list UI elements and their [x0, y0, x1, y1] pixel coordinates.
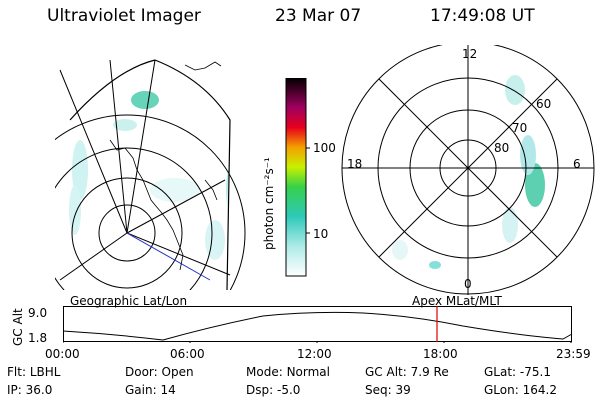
info-gain: Gain: 14: [125, 383, 176, 397]
timeline-xtick-1800: 18:00: [423, 347, 458, 361]
info-door: Door: Open: [125, 365, 194, 379]
timeline-xtick-0000: 00:00: [45, 347, 80, 361]
info-filter: Flt: LBHL: [7, 365, 61, 379]
timeline-ytick-top: 9.0: [28, 306, 48, 320]
timeline-xtick-0600: 06:00: [170, 347, 205, 361]
colorbar-tick-100: 100: [313, 141, 336, 155]
geographic-panel-label: Geographic Lat/Lon: [70, 294, 188, 308]
altitude-timeline-plot: [63, 306, 573, 343]
terminator-line: [126, 232, 211, 281]
info-gc-alt: GC Alt: 7.9 Re: [365, 365, 449, 379]
mlt-label-6: 6: [573, 157, 581, 171]
mlat-label-70: 70: [512, 121, 528, 135]
info-mode: Mode: Normal: [246, 365, 330, 379]
polar-plot: [341, 45, 595, 295]
timeline-ytick-bottom: 1.8: [28, 331, 48, 345]
mlat-label-80: 80: [494, 141, 510, 155]
time-label: 17:49:08 UT: [430, 6, 535, 26]
info-dsp: Dsp: -5.0: [246, 383, 301, 397]
mlat-label-60: 60: [536, 97, 552, 111]
info-seq: Seq: 39: [365, 383, 411, 397]
mlt-label-12: 12: [462, 47, 478, 61]
graticule: [55, 59, 246, 290]
info-glat: GLat: -75.1: [484, 365, 551, 379]
date-label: 23 Mar 07: [275, 6, 362, 26]
instrument-title: Ultraviolet Imager: [47, 6, 201, 26]
coastline: [109, 61, 222, 271]
colorbar-label: photon cm⁻²s⁻¹: [262, 157, 276, 250]
polar-emission: [392, 75, 545, 269]
info-ip: IP: 36.0: [7, 383, 53, 397]
info-glon: GLon: 164.2: [484, 383, 557, 397]
apex-panel-label: Apex MLat/MLT: [412, 294, 502, 308]
mlt-label-0: 0: [464, 277, 472, 291]
timeline-ylabel: GC Alt: [11, 308, 25, 346]
auroral-emission: [69, 91, 230, 260]
colorbar: [285, 78, 310, 277]
geographic-map-panel: [55, 59, 246, 290]
timeline-xtick-2359: 23:59: [556, 347, 591, 361]
mlt-label-18: 18: [347, 157, 363, 171]
timeline-xtick-1200: 12:00: [297, 347, 332, 361]
colorbar-tick-10: 10: [313, 227, 329, 241]
altitude-curve: [63, 311, 573, 341]
